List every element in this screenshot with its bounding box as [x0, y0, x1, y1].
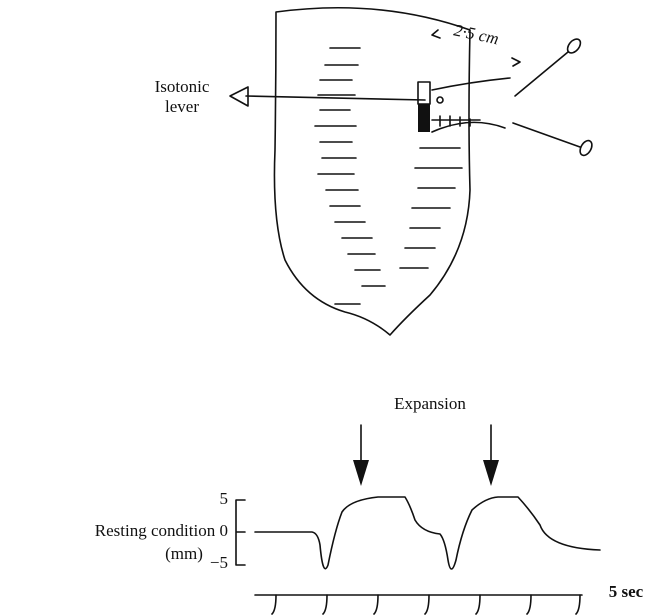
hatched-region [431, 115, 481, 127]
pin [514, 51, 569, 97]
scale-tick: −5 [210, 553, 228, 572]
distance-arrows [431, 29, 521, 67]
pin-head [579, 139, 593, 157]
scale-bracket [235, 499, 246, 566]
lever-arrow [245, 95, 426, 101]
event-arrowhead [353, 460, 369, 486]
event-label: Expansion [394, 394, 466, 413]
lever-arrowhead [229, 86, 249, 107]
time-ticks [271, 594, 581, 615]
striations [314, 47, 463, 305]
lever-label: lever [165, 97, 199, 116]
trace-title: Resting condition [95, 521, 216, 540]
trace [254, 496, 601, 570]
muscle-strip [431, 77, 511, 133]
lever-label: Isotonic [155, 77, 210, 96]
time-scale-label: 5 sec [609, 582, 644, 601]
pin [512, 122, 581, 148]
distance-label: 2·5 cm [452, 20, 500, 48]
scale-tick: 5 [220, 489, 229, 508]
heart-outline [273, 6, 471, 336]
lever-hook [436, 96, 444, 104]
trace-title: (mm) [165, 544, 203, 563]
scale-tick: 0 [220, 521, 229, 540]
event-arrowhead [483, 460, 499, 486]
pin-head [566, 38, 582, 54]
clamp-base [418, 104, 430, 132]
